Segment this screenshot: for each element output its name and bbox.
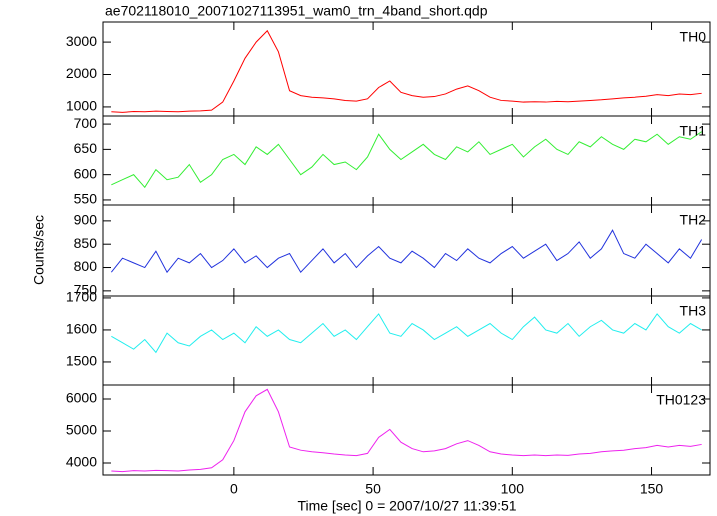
panel-frame xyxy=(102,115,711,206)
panel-frame xyxy=(102,21,711,117)
x-tick-label: 0 xyxy=(230,481,238,497)
data-line xyxy=(111,388,702,473)
panel-label: TH2 xyxy=(680,212,707,228)
panel-label: TH1 xyxy=(680,123,707,139)
x-tick-label: 150 xyxy=(640,481,664,497)
panel-frame xyxy=(102,384,711,476)
data-line xyxy=(111,131,702,189)
panel-label: TH0 xyxy=(680,29,707,45)
panel-label: TH3 xyxy=(680,303,707,319)
y-tick-label: 900 xyxy=(74,212,98,228)
y-tick-label: 1700 xyxy=(66,289,97,305)
y-tick-label: 2000 xyxy=(66,65,97,81)
y-tick-label: 650 xyxy=(74,140,98,156)
y-tick-label: 550 xyxy=(74,191,98,207)
x-tick-label: 100 xyxy=(501,481,525,497)
y-tick-label: 4000 xyxy=(66,454,97,470)
y-tick-label: 1600 xyxy=(66,321,97,337)
y-tick-label: 1000 xyxy=(66,98,97,114)
data-line xyxy=(111,313,702,354)
y-tick-label: 800 xyxy=(74,258,98,274)
x-axis-label: Time [sec] 0 = 2007/10/27 11:39:51 xyxy=(297,498,516,514)
data-line xyxy=(111,29,702,113)
x-tick-label: 50 xyxy=(365,481,381,497)
y-tick-label: 850 xyxy=(74,235,98,251)
panel-label: TH0123 xyxy=(656,392,706,408)
y-axis-label: Counts/sec xyxy=(31,215,47,285)
data-line xyxy=(110,229,703,274)
y-tick-label: 3000 xyxy=(66,33,97,49)
panel-frame xyxy=(102,295,711,386)
y-tick-label: 750 xyxy=(74,282,98,298)
y-tick-label: 5000 xyxy=(66,422,97,438)
y-tick-label: 600 xyxy=(74,165,98,181)
y-tick-label: 6000 xyxy=(66,390,97,406)
y-tick-label: 1500 xyxy=(66,353,97,369)
y-tick-label: 700 xyxy=(74,115,98,131)
chart-title: ae702118010_20071027113951_wam0_trn_4ban… xyxy=(105,3,488,19)
panel-frame xyxy=(102,204,711,297)
